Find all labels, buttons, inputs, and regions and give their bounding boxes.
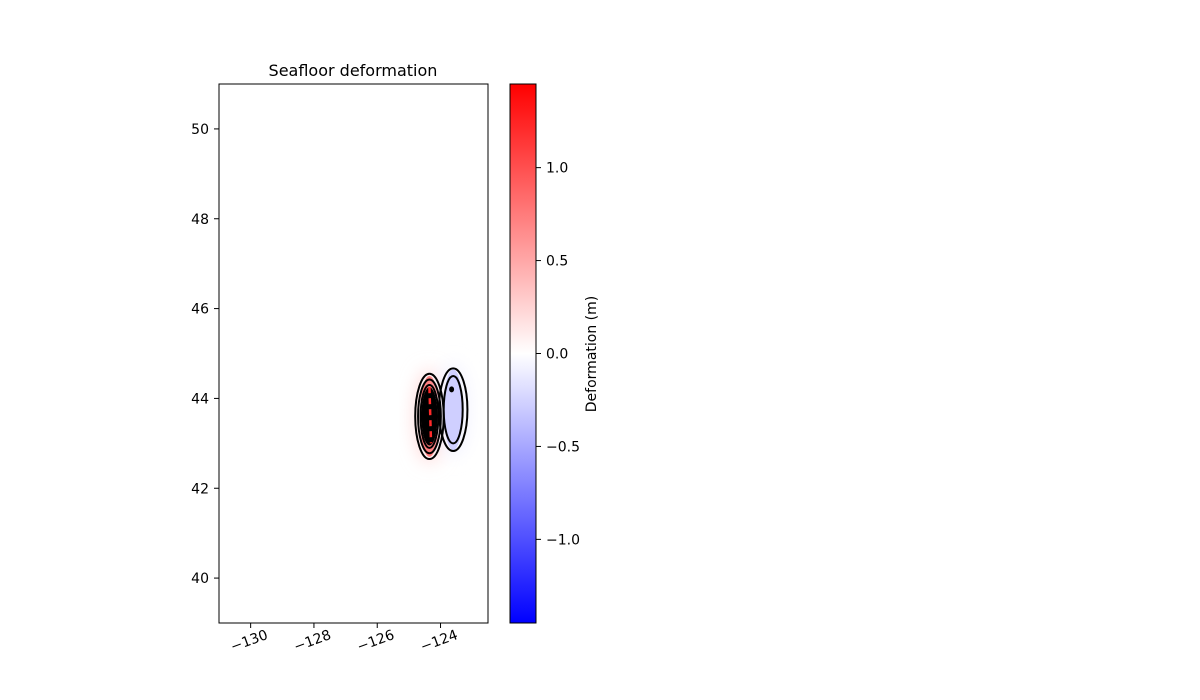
y-tick-label: 44 <box>191 391 209 407</box>
plot-frame <box>218 83 489 624</box>
contour-layer <box>414 367 469 461</box>
colorbar: −1.0 −0.5 0.0 0.5 1.0 Deformation (m) <box>509 83 600 624</box>
y-axis: 40 42 44 46 48 50 <box>191 122 219 587</box>
plot-background <box>219 84 488 623</box>
fault-layer <box>428 386 455 444</box>
y-tick-label: 50 <box>191 122 209 138</box>
contour-dense-core <box>421 387 438 446</box>
contour-subsidence-lobe-3 <box>437 367 469 452</box>
colorbar-ticks: −1.0 −0.5 0.0 0.5 1.0 <box>536 161 580 548</box>
x-tick-label: −128 <box>292 627 334 655</box>
colorbar-tick-label: 0.5 <box>546 254 568 270</box>
heatmap-core-subsidence-lobe <box>443 369 463 451</box>
fault-trace <box>428 387 433 444</box>
subsidence-min-marker <box>449 386 455 393</box>
contour-uplift-lobe-1 <box>417 378 442 455</box>
x-tick-label: −130 <box>228 627 270 655</box>
colorbar-tick-label: 0.0 <box>546 347 568 363</box>
y-tick-label: 40 <box>191 571 209 587</box>
colorbar-tick-label: 1.0 <box>546 161 568 177</box>
y-tick-label: 42 <box>191 481 209 497</box>
colorbar-label: Deformation (m) <box>584 296 600 412</box>
x-axis: −130 −128 −126 −124 <box>228 623 460 655</box>
contour-subsidence-lobe-4 <box>442 374 464 445</box>
y-tick-label: 48 <box>191 212 209 228</box>
chart-title: Seafloor deformation <box>269 61 438 80</box>
plot-area <box>218 83 489 624</box>
colorbar-tick-label: −0.5 <box>546 439 580 455</box>
x-tick-label: −126 <box>355 627 397 655</box>
x-tick-label: −124 <box>418 627 460 655</box>
colorbar-tick-label: −1.0 <box>546 532 580 548</box>
y-tick-label: 46 <box>191 302 209 318</box>
colorbar-gradient <box>510 84 536 623</box>
